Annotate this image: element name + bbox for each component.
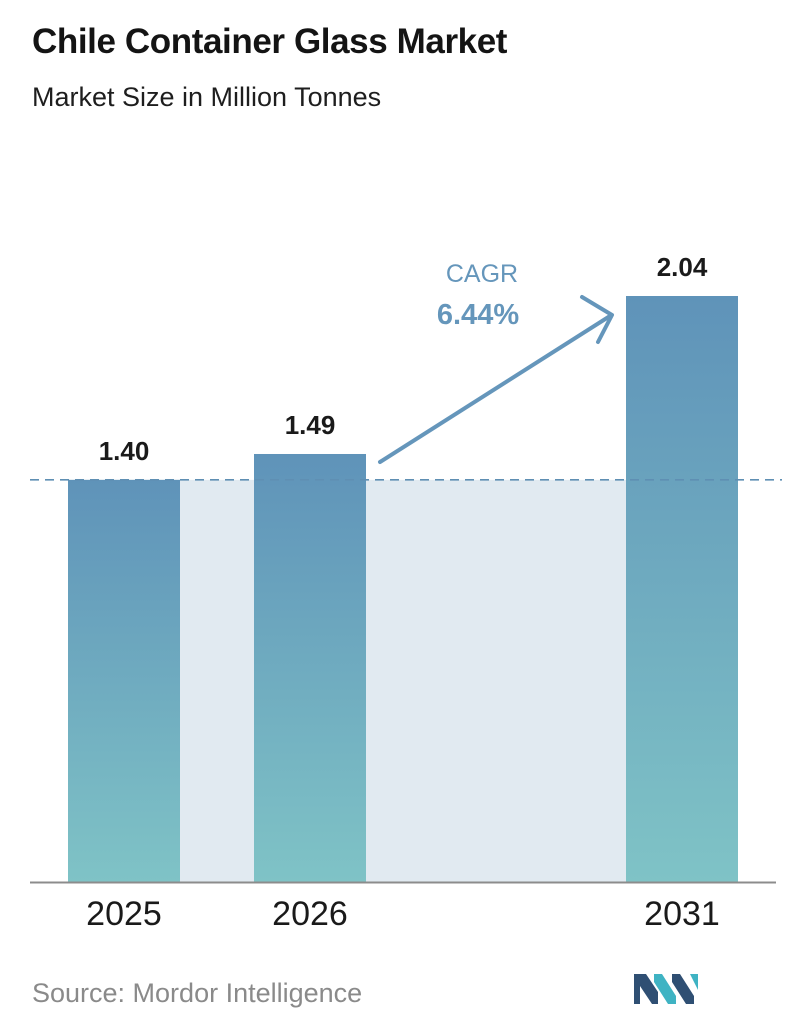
bar-2026 bbox=[254, 453, 366, 882]
value-label-2031: 2.04 bbox=[657, 252, 708, 282]
source-note: Source: Mordor Intelligence bbox=[32, 978, 363, 1008]
value-label-2026: 1.49 bbox=[285, 410, 336, 440]
value-label-2025: 1.40 bbox=[99, 436, 150, 466]
x-tick-label-2031: 2031 bbox=[644, 895, 720, 933]
mordor-intelligence-logo-icon bbox=[634, 974, 698, 1004]
cagr-value: 6.44% bbox=[437, 299, 519, 331]
bar-2031 bbox=[626, 296, 738, 882]
cagr-arrow-shaft bbox=[378, 314, 612, 464]
bars-layer bbox=[68, 296, 738, 882]
value-labels-layer: 1.40 1.49 2.04 bbox=[99, 252, 708, 466]
chart-subtitle: Market Size in Million Tonnes bbox=[32, 82, 382, 112]
x-tick-label-2025: 2025 bbox=[86, 895, 162, 933]
cagr-arrow-head-icon bbox=[580, 295, 614, 344]
bar-2025 bbox=[68, 479, 180, 882]
cagr-annotation: CAGR 6.44% bbox=[378, 260, 614, 464]
bar-chart: 1.40 1.49 2.04 2025 2026 2031 CAGR 6.44% bbox=[30, 252, 782, 933]
chart-title: Chile Container Glass Market bbox=[32, 22, 508, 61]
x-tick-label-2026: 2026 bbox=[272, 895, 348, 933]
cagr-label: CAGR bbox=[446, 260, 518, 288]
x-axis: 2025 2026 2031 bbox=[30, 881, 776, 933]
